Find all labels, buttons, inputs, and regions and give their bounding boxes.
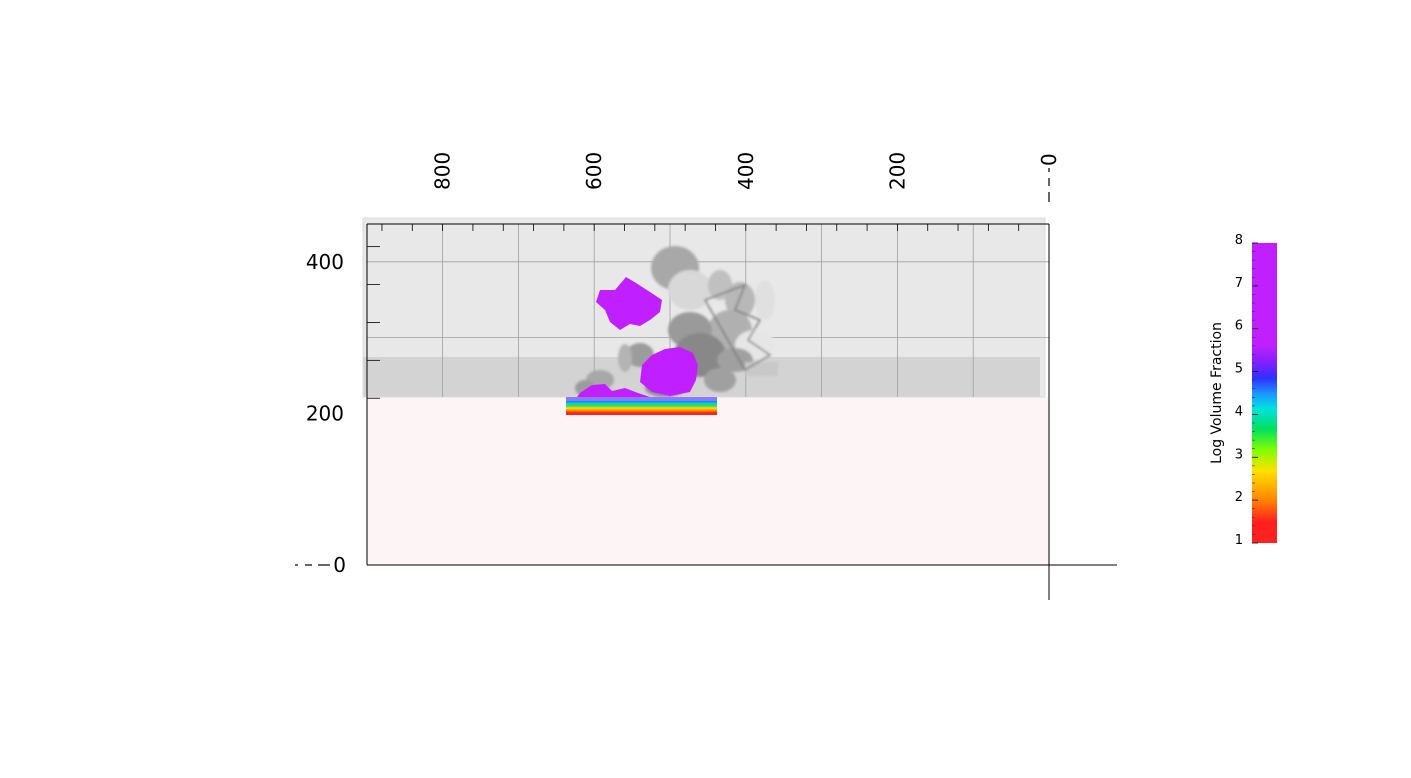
source-layer xyxy=(566,397,717,415)
y-tick-label: 0 xyxy=(333,553,346,577)
colorbar-ticks: 1 2 3 4 5 6 7 8 xyxy=(1235,233,1258,548)
x-tick-labels: 800 600 400 200 0 xyxy=(431,152,1061,190)
x-tick-label: 400 xyxy=(734,152,758,190)
colorbar: 1 2 3 4 5 6 7 8 Log Volume Fraction xyxy=(1209,233,1277,548)
source-layer-cap xyxy=(566,397,717,401)
colorbar-gradient xyxy=(1252,243,1277,543)
lower-purple-blob xyxy=(640,347,698,396)
colorbar-tick-label: 2 xyxy=(1235,490,1243,505)
axis-lines xyxy=(366,223,1117,600)
colorbar-tick-label: 7 xyxy=(1235,276,1243,291)
y-tick-labels: 400 200 0 xyxy=(306,250,346,577)
origin-marks xyxy=(295,168,1050,566)
colorbar-tick-label: 8 xyxy=(1235,233,1243,248)
colorbar-tick-label: 5 xyxy=(1235,362,1243,377)
colorbar-tick-label: 3 xyxy=(1235,447,1243,462)
x-tick-label: 600 xyxy=(582,152,606,190)
y-tick-label: 400 xyxy=(306,250,344,274)
x-tick-label: 800 xyxy=(431,152,455,190)
colorbar-title: Log Volume Fraction xyxy=(1209,322,1225,464)
smoke-plume xyxy=(575,246,778,397)
colorbar-tick-label: 1 xyxy=(1235,533,1243,548)
x-tick-label: 0 xyxy=(1037,153,1061,166)
x-tick-label: 200 xyxy=(885,152,909,190)
upper-purple-blob xyxy=(596,277,662,330)
y-tick-label: 200 xyxy=(306,401,344,425)
ground-region xyxy=(367,397,1049,565)
colorbar-tick-label: 4 xyxy=(1235,404,1243,419)
high-fraction-region xyxy=(575,277,698,402)
colorbar-tick-label: 6 xyxy=(1235,319,1243,334)
minor-ticks xyxy=(367,224,1050,399)
